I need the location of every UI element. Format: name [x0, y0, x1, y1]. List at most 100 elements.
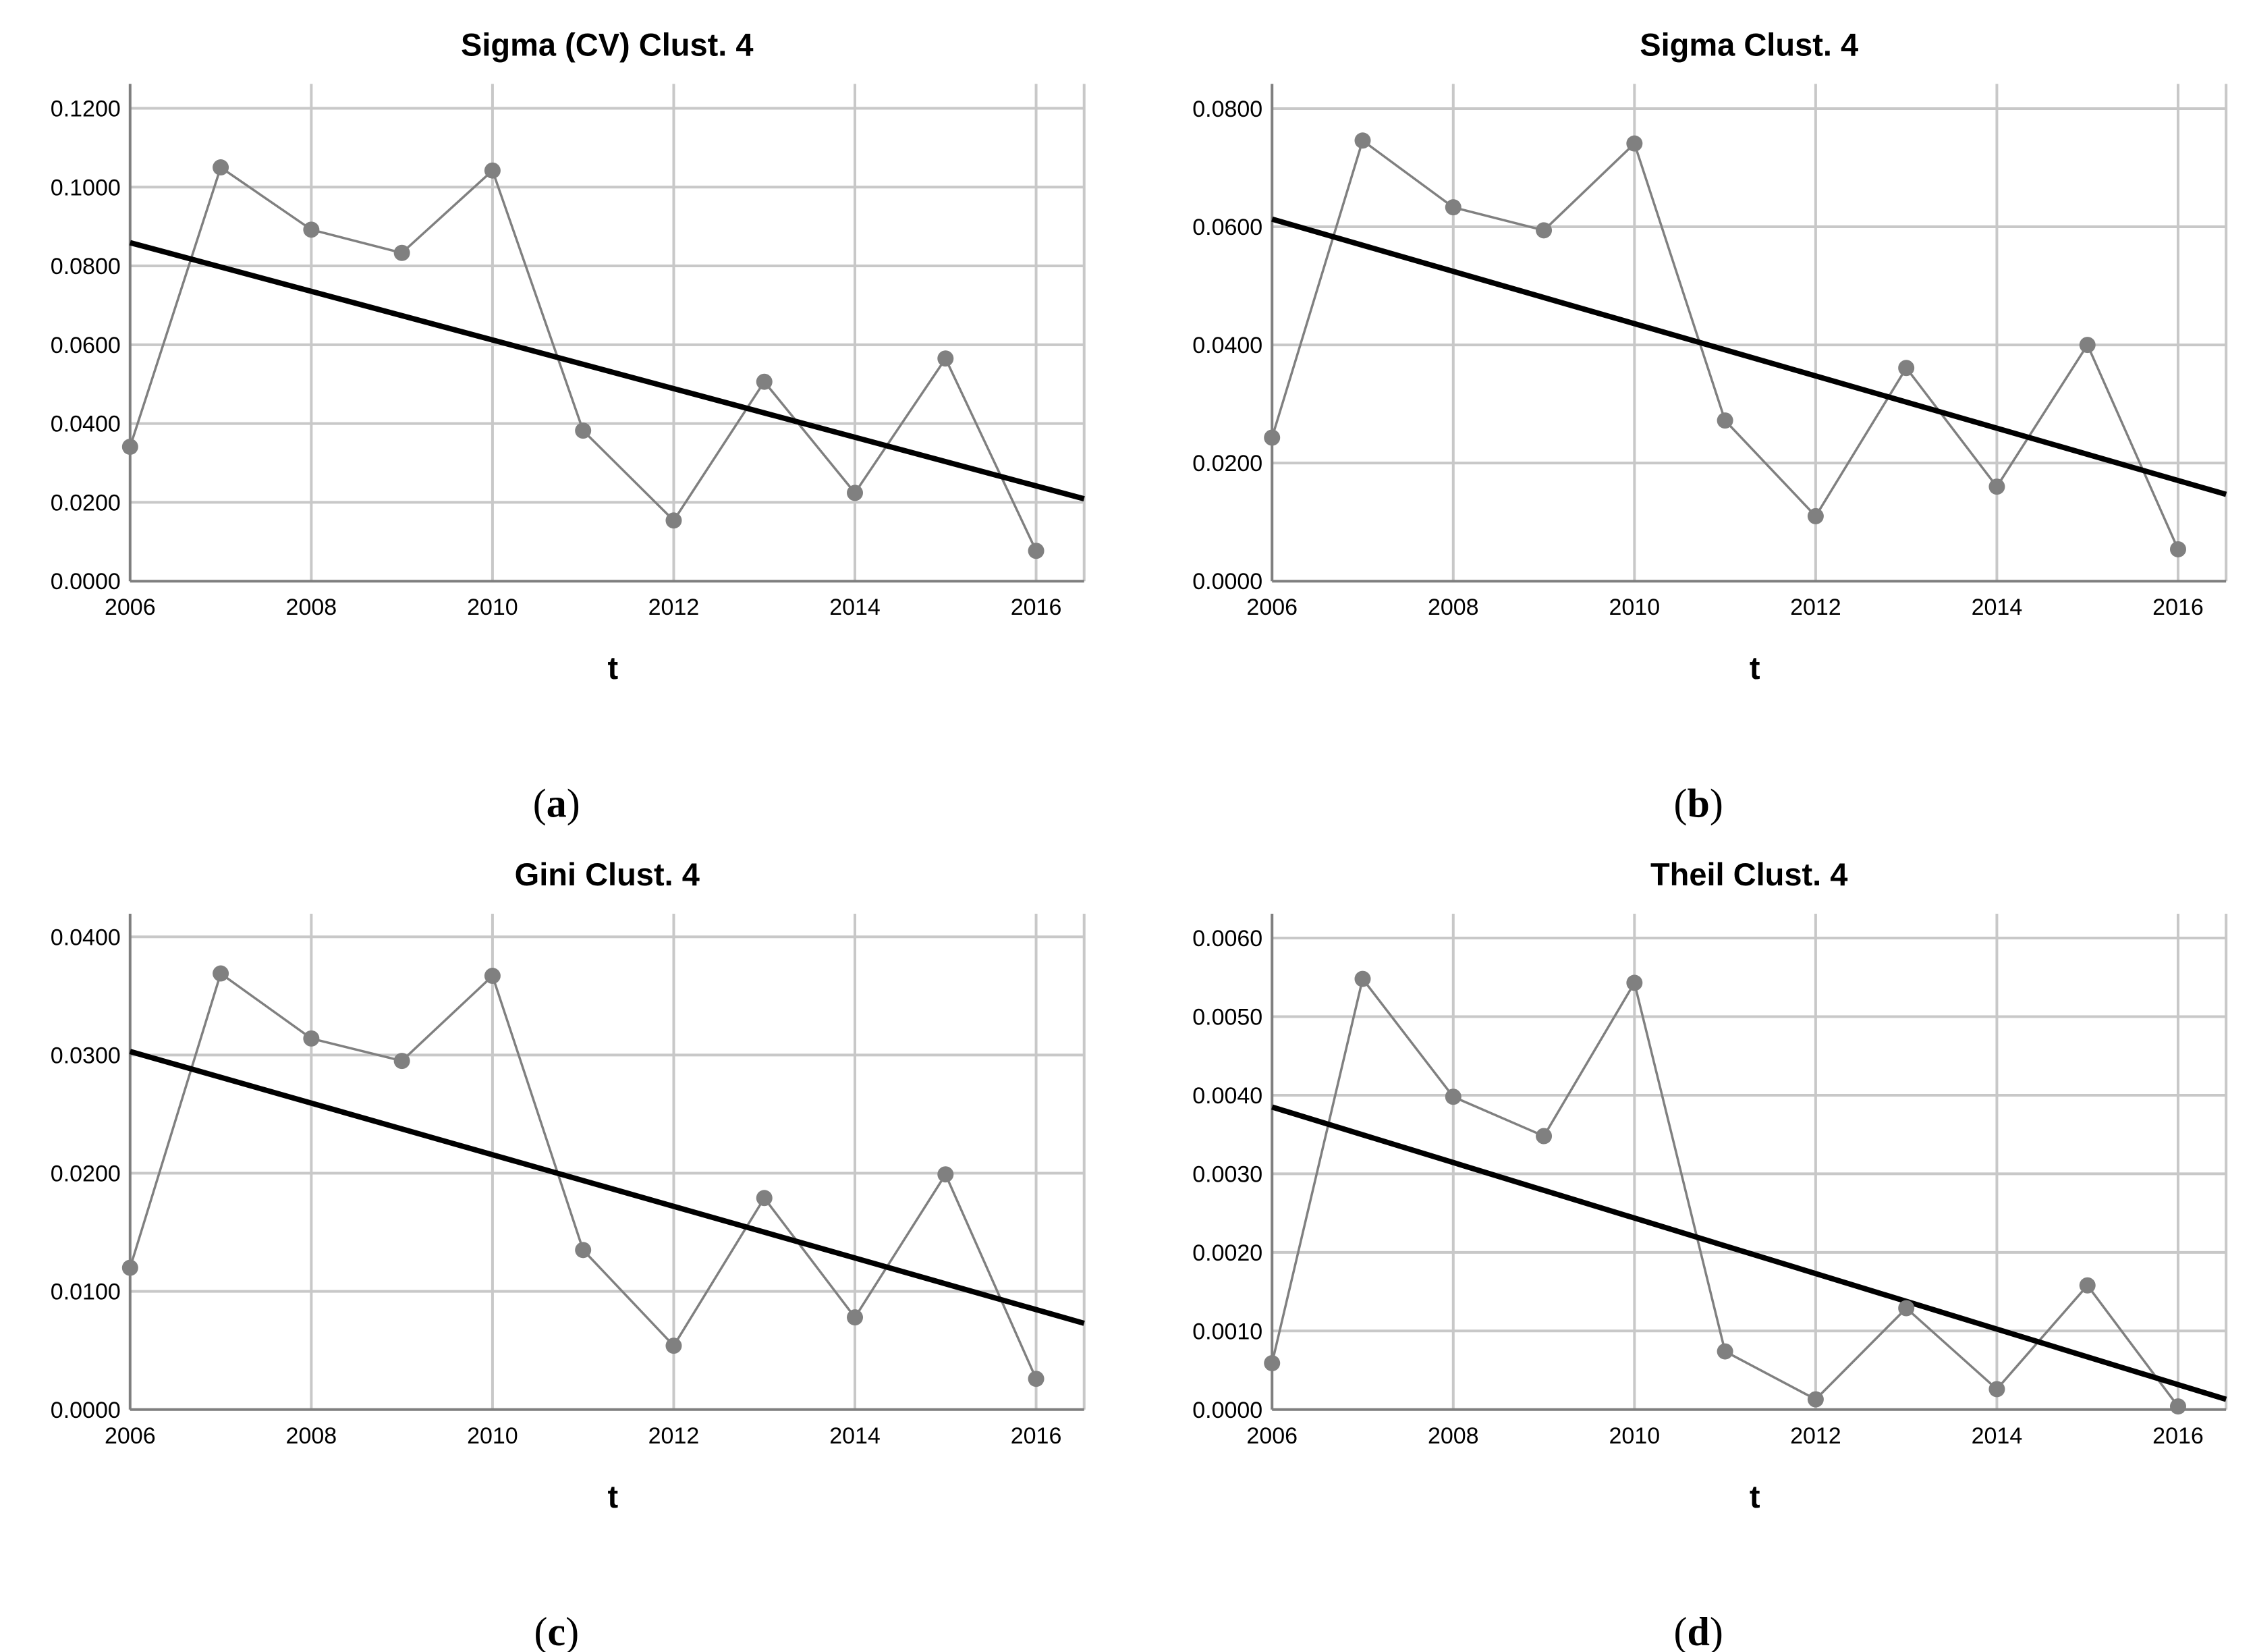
- data-point: [213, 159, 229, 176]
- data-point: [1988, 478, 2005, 495]
- series-line: [129, 971, 1038, 1379]
- data-point: [847, 485, 864, 501]
- x-tick-label: 2010: [467, 595, 518, 620]
- y-tick-label: 0.0200: [51, 1161, 121, 1187]
- panel-letter: d: [1688, 1609, 1710, 1652]
- data-point: [2079, 1277, 2096, 1294]
- x-tick-label: 2010: [467, 1423, 518, 1449]
- data-point: [1264, 429, 1281, 446]
- data-point: [937, 350, 954, 367]
- data-point: [847, 1309, 864, 1326]
- panel-letter: a: [547, 781, 567, 825]
- data-point: [1028, 543, 1045, 559]
- trend-line: [129, 1049, 1085, 1326]
- panel-caption: (c): [534, 1609, 579, 1652]
- panel-caption: (a): [533, 781, 580, 825]
- x-tick-label: 2012: [648, 1423, 700, 1449]
- chart-title: Sigma Clust. 4: [1640, 26, 1858, 62]
- y-tick-label: 0.1200: [51, 96, 121, 121]
- data-point: [1536, 222, 1553, 239]
- data-point: [121, 1259, 138, 1276]
- panel-letter: b: [1688, 781, 1710, 825]
- x-tick-label: 2012: [1790, 1423, 1841, 1449]
- data-point: [665, 1338, 682, 1354]
- y-tick-label: 0.0000: [1192, 569, 1262, 595]
- panel-caption: (b): [1674, 781, 1723, 825]
- y-tick-label: 0.0600: [1192, 215, 1262, 240]
- x-tick-label: 2006: [105, 595, 156, 620]
- trend-line: [1271, 1104, 2227, 1402]
- x-tick-label: 2016: [1011, 595, 1062, 620]
- data-point: [303, 221, 320, 238]
- data-point: [1898, 1300, 1915, 1317]
- y-tick-label: 0.0300: [51, 1043, 121, 1068]
- y-tick-label: 0.0400: [1192, 333, 1262, 358]
- y-tick-label: 0.0000: [51, 1398, 121, 1423]
- data-point: [2169, 541, 2186, 557]
- x-tick-label: 2014: [1972, 595, 2023, 620]
- data-point: [1626, 135, 1643, 152]
- data-point: [1898, 360, 1915, 377]
- chart-panel-c: 0.0000 0.0100 0.0200 0.0300 0.0400 2006 2008 20…: [51, 856, 1086, 1652]
- data-point: [756, 373, 773, 390]
- x-axis-label: t: [608, 1479, 619, 1514]
- y-tick-label: 0.0800: [1192, 97, 1262, 122]
- x-tick-label: 2010: [1609, 1423, 1661, 1449]
- data-point: [121, 439, 138, 456]
- y-tick-label: 0.0400: [51, 925, 121, 950]
- x-tick-label: 2012: [648, 595, 700, 620]
- data-point: [2169, 1398, 2186, 1415]
- data-point: [1264, 1355, 1281, 1372]
- x-tick-label: 2006: [105, 1423, 156, 1449]
- data-point: [1028, 1371, 1045, 1387]
- data-point: [1717, 1343, 1733, 1360]
- data-point: [2079, 337, 2096, 354]
- y-tick-label: 0.0000: [51, 569, 121, 595]
- data-point: [213, 965, 229, 982]
- y-tick-label: 0.0030: [1192, 1161, 1262, 1187]
- x-axis-label: t: [608, 650, 619, 686]
- data-point: [756, 1190, 773, 1207]
- x-tick-label: 2008: [1428, 1423, 1479, 1449]
- y-tick-label: 0.0050: [1192, 1004, 1262, 1030]
- y-tick-label: 0.0010: [1192, 1319, 1262, 1344]
- chart-panel-d: 0.0000 0.0010 0.0020 0.0030 0.0040 0.0050 0.00…: [1192, 856, 2228, 1652]
- data-point: [303, 1030, 320, 1047]
- x-axis-label: t: [1750, 650, 1760, 686]
- y-tick-label: 0.0200: [1192, 451, 1262, 476]
- x-tick-label: 2014: [829, 1423, 881, 1449]
- y-tick-label: 0.0000: [1192, 1398, 1262, 1423]
- data-point: [665, 512, 682, 529]
- chart-panel-a: 0.0000 0.0200 0.0400 0.0600 0.0800 0.1000 0.12…: [51, 26, 1086, 825]
- x-tick-label: 2016: [2152, 595, 2204, 620]
- y-tick-label: 0.0060: [1192, 926, 1262, 952]
- data-point: [393, 1053, 410, 1070]
- data-point: [1354, 132, 1371, 149]
- x-tick-label: 2006: [1246, 595, 1298, 620]
- x-axis-label: t: [1750, 1479, 1760, 1514]
- series-line: [129, 165, 1038, 551]
- y-tick-label: 0.0600: [51, 333, 121, 358]
- x-tick-label: 2016: [1011, 1423, 1062, 1449]
- data-point: [484, 162, 501, 179]
- panel-letter: c: [547, 1609, 565, 1652]
- trend-line: [129, 240, 1085, 502]
- chart-title: Gini Clust. 4: [515, 856, 700, 892]
- data-point: [1988, 1381, 2005, 1398]
- x-tick-label: 2008: [1428, 595, 1479, 620]
- x-tick-label: 2008: [286, 1423, 337, 1449]
- data-point: [1354, 970, 1371, 987]
- x-tick-label: 2016: [2152, 1423, 2204, 1449]
- data-point: [937, 1166, 954, 1183]
- y-tick-label: 0.0400: [51, 412, 121, 437]
- y-tick-label: 0.0800: [51, 254, 121, 279]
- data-point: [1445, 1089, 1461, 1105]
- y-tick-label: 0.0040: [1192, 1083, 1262, 1109]
- data-point: [393, 244, 410, 261]
- x-tick-label: 2014: [829, 595, 881, 620]
- chart-panel-b: 0.0000 0.0200 0.0400 0.0600 0.0800 2006 2008 20…: [1192, 26, 2228, 825]
- y-tick-label: 0.0200: [51, 490, 121, 516]
- chart-title: Sigma (CV) Clust. 4: [461, 26, 754, 62]
- chart-title: Theil Clust. 4: [1650, 856, 1848, 892]
